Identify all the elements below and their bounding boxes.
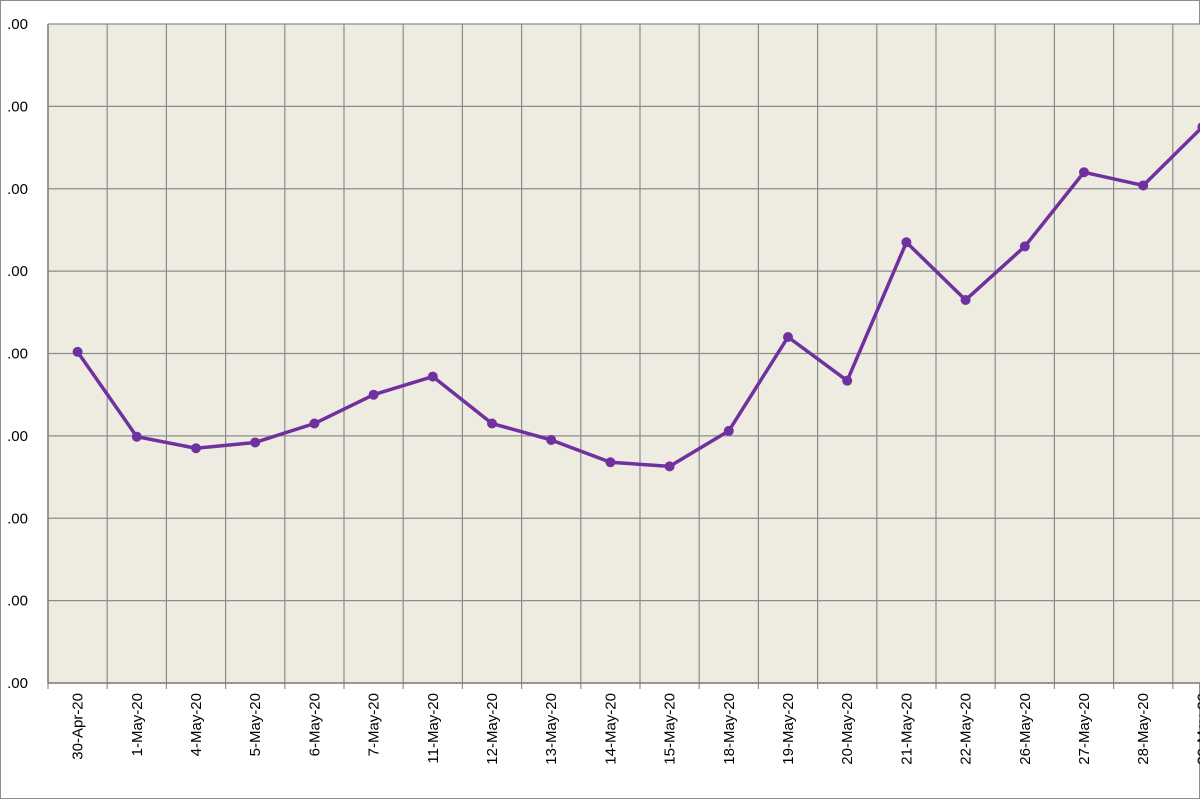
x-tick-label: 1-May-20 (129, 693, 146, 756)
series-line (75, 126, 1200, 469)
grid-lines (47, 23, 1200, 689)
x-tick-label: 15-May-20 (662, 693, 679, 765)
x-tick-label: 13-May-20 (543, 693, 560, 765)
x-tick-label: 7-May-20 (366, 693, 383, 756)
x-tick-label: 18-May-20 (721, 693, 738, 765)
y-tick-label: .00 (7, 428, 28, 445)
data-point (427, 371, 438, 382)
data-point (546, 434, 557, 445)
data-point (783, 332, 793, 343)
x-tick-label: 29-May-20 (1194, 693, 1200, 765)
data-point (1019, 241, 1030, 252)
data-point (901, 237, 912, 248)
data-point (605, 457, 616, 468)
data-point (723, 425, 734, 436)
data-point (664, 461, 675, 472)
data-point (487, 418, 497, 429)
x-tick-label: 5-May-20 (247, 693, 264, 756)
x-tick-label: 26-May-20 (1017, 693, 1034, 765)
y-tick-label: .00 (7, 181, 28, 198)
x-tick-label: 20-May-20 (839, 693, 856, 765)
x-tick-label: 30-Apr-20 (70, 693, 87, 760)
y-tick-label: .00 (7, 593, 28, 610)
data-point (131, 431, 142, 442)
x-tick-label: 27-May-20 (1076, 693, 1093, 765)
x-tick-label: 22-May-20 (958, 693, 975, 765)
x-tick-label: 19-May-20 (780, 693, 797, 765)
data-point (1197, 122, 1200, 132)
data-point (1079, 167, 1089, 178)
x-tick-label: 28-May-20 (1135, 693, 1152, 765)
x-axis-ticks: 30-Apr-20 1-May-20 4-May-20 5-May-20 6-May-2… (70, 693, 1200, 765)
data-point (250, 437, 261, 448)
x-tick-label: 4-May-20 (188, 693, 205, 756)
x-tick-label: 14-May-20 (602, 693, 619, 765)
data-point (309, 418, 320, 429)
x-tick-label: 6-May-20 (306, 693, 323, 756)
y-axis-ticks: .00 .00 .00 .00 .00 .00 .00 .00 .00 (7, 16, 28, 692)
data-point (1138, 180, 1149, 191)
data-point (368, 389, 379, 400)
y-tick-label: .00 (7, 510, 28, 527)
series-group (72, 122, 1200, 472)
y-tick-label: .00 (7, 98, 28, 115)
data-point (72, 346, 83, 357)
y-tick-label: .00 (7, 346, 28, 363)
y-tick-label: .00 (7, 675, 28, 692)
x-tick-label: 11-May-20 (425, 693, 442, 764)
y-tick-label: .00 (7, 16, 28, 33)
data-point (191, 443, 201, 454)
data-point (842, 375, 853, 386)
y-tick-label: .00 (7, 263, 28, 280)
x-tick-label: 21-May-20 (898, 693, 915, 765)
data-point (960, 294, 971, 305)
x-tick-label: 12-May-20 (484, 693, 501, 765)
